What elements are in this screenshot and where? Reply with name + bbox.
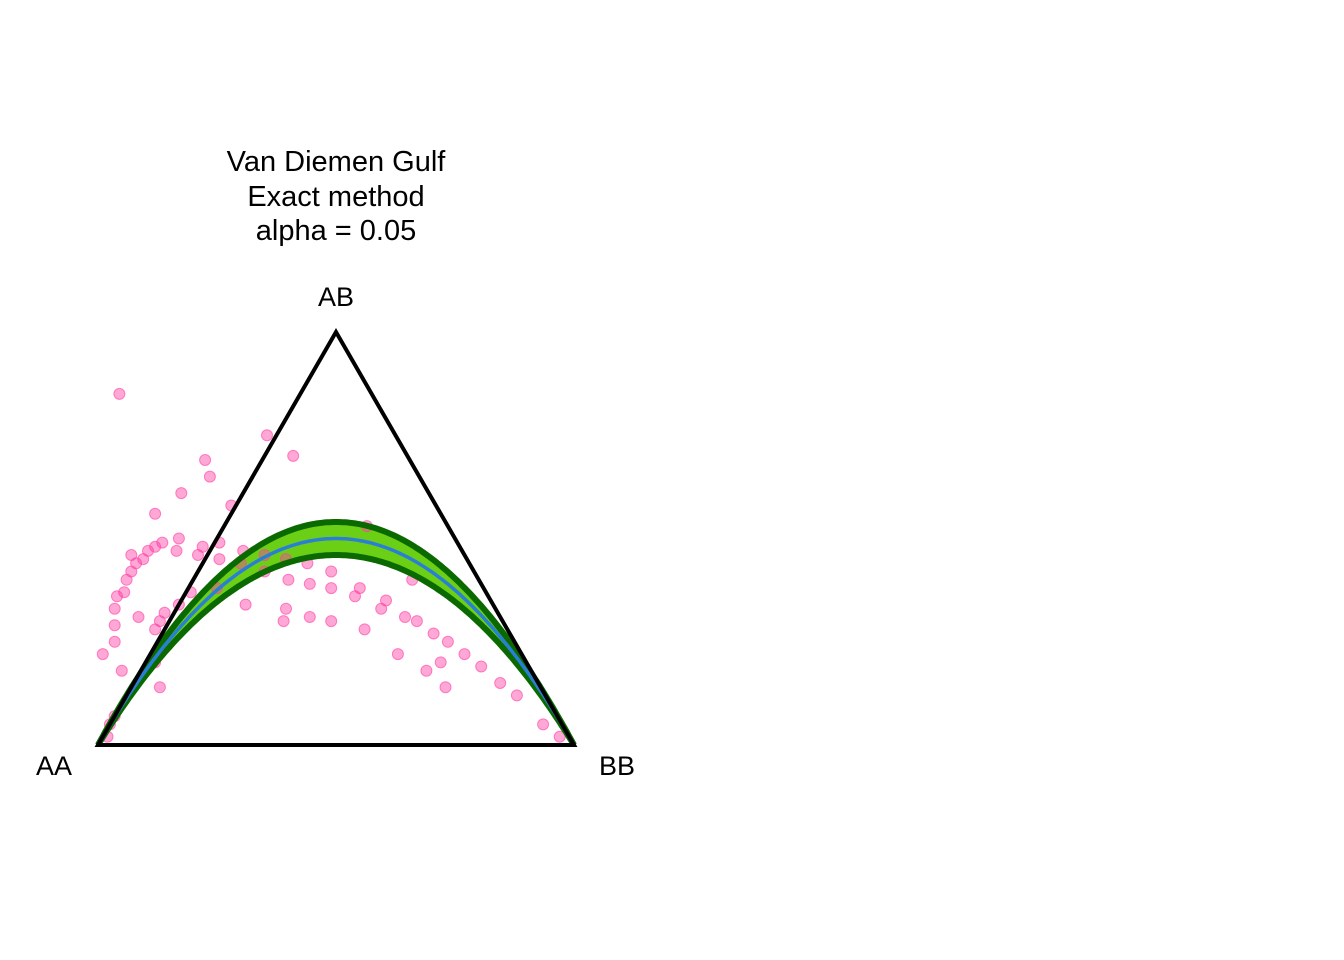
data-point: [115, 664, 128, 677]
title-line-1: Van Diemen Gulf: [227, 146, 447, 178]
data-point: [199, 454, 212, 466]
data-point: [153, 681, 166, 694]
vertex-label-aa: AA: [36, 751, 72, 781]
chart-title: Van Diemen Gulf Exact method alpha = 0.0…: [227, 146, 447, 247]
vertex-label-bb: BB: [599, 751, 635, 781]
data-point: [420, 664, 433, 677]
data-point: [458, 648, 471, 661]
data-point: [410, 615, 423, 628]
data-point: [287, 449, 300, 462]
data-point: [441, 635, 454, 648]
title-line-3: alpha = 0.05: [256, 215, 416, 247]
data-point: [111, 590, 123, 603]
hwe-curve: [96, 536, 576, 746]
data-point: [399, 611, 411, 623]
data-point: [475, 660, 488, 673]
data-point: [439, 681, 452, 694]
data-point: [553, 730, 566, 743]
data-point: [537, 718, 550, 731]
data-point: [261, 429, 273, 442]
data-point: [132, 611, 145, 623]
data-point: [149, 540, 162, 553]
data-point: [427, 627, 440, 640]
ternary-triangle: [94, 327, 578, 747]
data-point: [149, 623, 162, 636]
data-point: [156, 536, 169, 549]
band-upper-edge: [95, 519, 577, 747]
data-point: [325, 582, 338, 595]
data-point: [380, 594, 392, 607]
data-point: [325, 615, 338, 628]
data-point: [108, 635, 121, 648]
data-point: [149, 507, 162, 520]
data-point: [125, 549, 138, 561]
data-point: [280, 602, 292, 615]
title-line-2: Exact method: [247, 181, 424, 213]
data-point: [203, 470, 216, 483]
hwe-curve-layer: [95, 519, 577, 747]
genotype-points: [96, 387, 566, 743]
data-point: [277, 615, 290, 628]
data-point: [142, 544, 154, 557]
data-point: [434, 656, 447, 669]
data-point: [303, 577, 316, 590]
data-point: [358, 623, 371, 636]
data-point: [325, 565, 338, 578]
data-point: [239, 598, 252, 611]
data-point: [510, 689, 523, 702]
data-point: [175, 487, 188, 500]
data-point: [172, 532, 185, 545]
data-point: [282, 573, 295, 586]
data-point: [108, 602, 121, 615]
data-point: [170, 544, 183, 557]
data-point: [391, 648, 404, 661]
band-lower-edge: [95, 552, 577, 747]
data-point: [96, 648, 109, 661]
data-point: [108, 619, 121, 632]
data-point: [213, 553, 226, 566]
data-point: [353, 582, 366, 595]
data-point: [196, 540, 209, 553]
data-point: [303, 611, 316, 623]
vertex-label-ab: AB: [318, 282, 354, 312]
data-point: [118, 586, 131, 599]
data-point: [113, 387, 126, 400]
data-point: [494, 677, 507, 689]
